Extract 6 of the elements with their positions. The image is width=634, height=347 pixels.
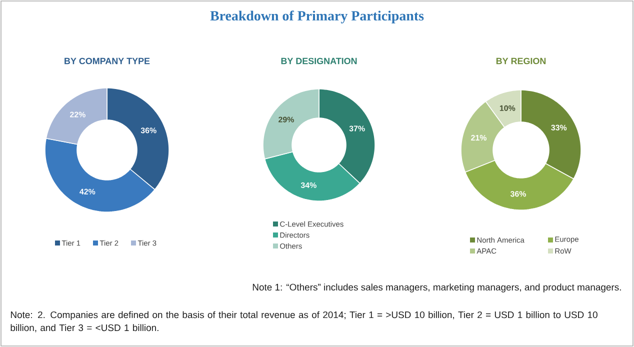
chart-title: BY REGION bbox=[496, 58, 546, 64]
text: Note: 2. Companies are defined on the basis of their total revenue as of 2014; Tier 1 = >USD 10 billion, Tier 2 = USD 1 billion to USD 10 billion, and Tier 3 = <USD 1 billion. bbox=[10, 311, 598, 332]
text: Note 1: “Others” includes sales managers, marketing managers, and product managers. bbox=[252, 284, 621, 292]
text: Breakdown of Primary Participants bbox=[210, 10, 424, 24]
chart-title: BY COMPANY TYPE bbox=[64, 58, 150, 64]
chart-title: BY DESIGNATION bbox=[281, 58, 357, 64]
